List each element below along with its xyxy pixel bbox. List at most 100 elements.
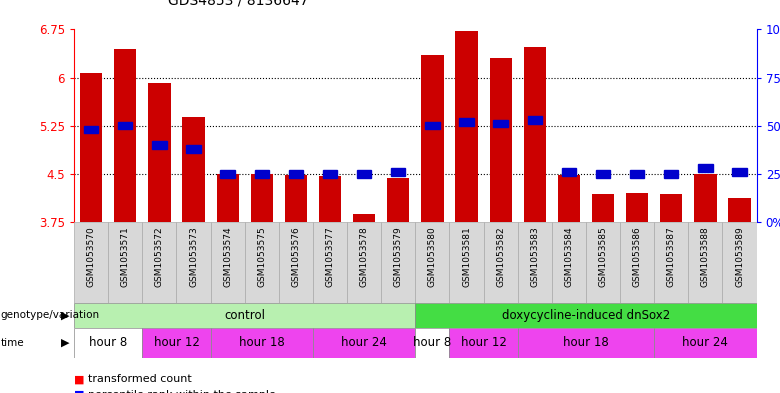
Bar <box>313 222 347 303</box>
Text: GSM1053572: GSM1053572 <box>155 226 164 287</box>
Bar <box>80 73 102 222</box>
Bar <box>142 328 211 358</box>
Text: GSM1053583: GSM1053583 <box>530 226 539 287</box>
Text: ■: ■ <box>74 390 84 393</box>
Text: GSM1053571: GSM1053571 <box>121 226 129 287</box>
Bar <box>221 170 235 178</box>
Text: GSM1053582: GSM1053582 <box>496 226 505 287</box>
Bar <box>176 222 211 303</box>
Text: GSM1053574: GSM1053574 <box>223 226 232 287</box>
Bar <box>289 170 303 178</box>
Bar <box>732 168 746 176</box>
Bar <box>415 303 757 328</box>
Bar <box>558 175 580 222</box>
Bar <box>518 328 654 358</box>
Bar <box>596 170 610 178</box>
Bar <box>630 170 644 178</box>
Bar <box>459 118 473 126</box>
Bar <box>722 222 757 303</box>
Bar <box>415 328 449 358</box>
Text: GSM1053589: GSM1053589 <box>735 226 744 287</box>
Text: hour 18: hour 18 <box>563 336 609 349</box>
Bar <box>245 222 279 303</box>
Text: GSM1053581: GSM1053581 <box>462 226 471 287</box>
Bar <box>186 145 200 152</box>
Text: GSM1053585: GSM1053585 <box>598 226 608 287</box>
Bar <box>449 328 518 358</box>
Bar <box>518 222 552 303</box>
Bar <box>323 170 337 178</box>
Bar <box>490 59 512 222</box>
Bar <box>494 120 508 127</box>
Bar <box>415 222 449 303</box>
Bar <box>391 168 406 176</box>
Text: ■: ■ <box>74 374 84 384</box>
Text: control: control <box>224 309 265 322</box>
Bar <box>279 222 313 303</box>
Bar <box>353 214 375 222</box>
Bar <box>254 170 269 178</box>
Text: transformed count: transformed count <box>88 374 192 384</box>
Bar <box>84 126 98 133</box>
Bar <box>211 328 313 358</box>
Bar <box>211 222 245 303</box>
Bar <box>592 195 614 222</box>
Bar <box>347 222 381 303</box>
Text: genotype/variation: genotype/variation <box>1 310 100 320</box>
Bar <box>523 47 546 222</box>
Bar <box>421 55 444 222</box>
Bar <box>381 222 415 303</box>
Bar <box>484 222 518 303</box>
Text: hour 12: hour 12 <box>461 336 506 349</box>
Bar <box>142 222 176 303</box>
Bar <box>387 178 410 222</box>
Text: hour 24: hour 24 <box>682 336 729 349</box>
Text: GSM1053576: GSM1053576 <box>292 226 300 287</box>
Text: ▶: ▶ <box>61 310 69 320</box>
Bar <box>552 222 586 303</box>
Text: GSM1053580: GSM1053580 <box>428 226 437 287</box>
Text: hour 24: hour 24 <box>341 336 387 349</box>
Bar <box>114 49 136 222</box>
Bar <box>456 31 477 222</box>
Bar <box>74 222 108 303</box>
Text: GSM1053573: GSM1053573 <box>189 226 198 287</box>
Bar <box>654 328 757 358</box>
Text: hour 8: hour 8 <box>89 336 127 349</box>
Text: GSM1053588: GSM1053588 <box>701 226 710 287</box>
Text: GSM1053577: GSM1053577 <box>325 226 335 287</box>
Bar <box>357 170 371 178</box>
Bar <box>689 222 722 303</box>
Text: GSM1053584: GSM1053584 <box>565 226 573 287</box>
Text: GSM1053570: GSM1053570 <box>87 226 96 287</box>
Text: GSM1053578: GSM1053578 <box>360 226 369 287</box>
Text: GSM1053579: GSM1053579 <box>394 226 402 287</box>
Bar <box>698 164 713 172</box>
Bar <box>562 168 576 176</box>
Bar <box>319 176 341 222</box>
Bar <box>664 170 679 178</box>
Text: hour 12: hour 12 <box>154 336 200 349</box>
Bar <box>586 222 620 303</box>
Bar <box>313 328 415 358</box>
Text: GDS4853 / 8136647: GDS4853 / 8136647 <box>168 0 308 8</box>
Bar <box>620 222 654 303</box>
Bar <box>660 195 682 222</box>
Text: hour 18: hour 18 <box>239 336 285 349</box>
Bar <box>285 175 307 222</box>
Bar <box>74 328 142 358</box>
Bar <box>148 83 171 222</box>
Bar <box>250 174 273 222</box>
Bar <box>694 174 717 222</box>
Bar <box>626 193 648 222</box>
Bar <box>654 222 689 303</box>
Bar <box>425 122 440 129</box>
Text: GSM1053575: GSM1053575 <box>257 226 266 287</box>
Text: GSM1053587: GSM1053587 <box>667 226 675 287</box>
Text: time: time <box>1 338 24 348</box>
Bar <box>74 303 415 328</box>
Bar <box>118 122 133 129</box>
Bar <box>152 141 167 149</box>
Bar <box>108 222 142 303</box>
Text: hour 8: hour 8 <box>413 336 452 349</box>
